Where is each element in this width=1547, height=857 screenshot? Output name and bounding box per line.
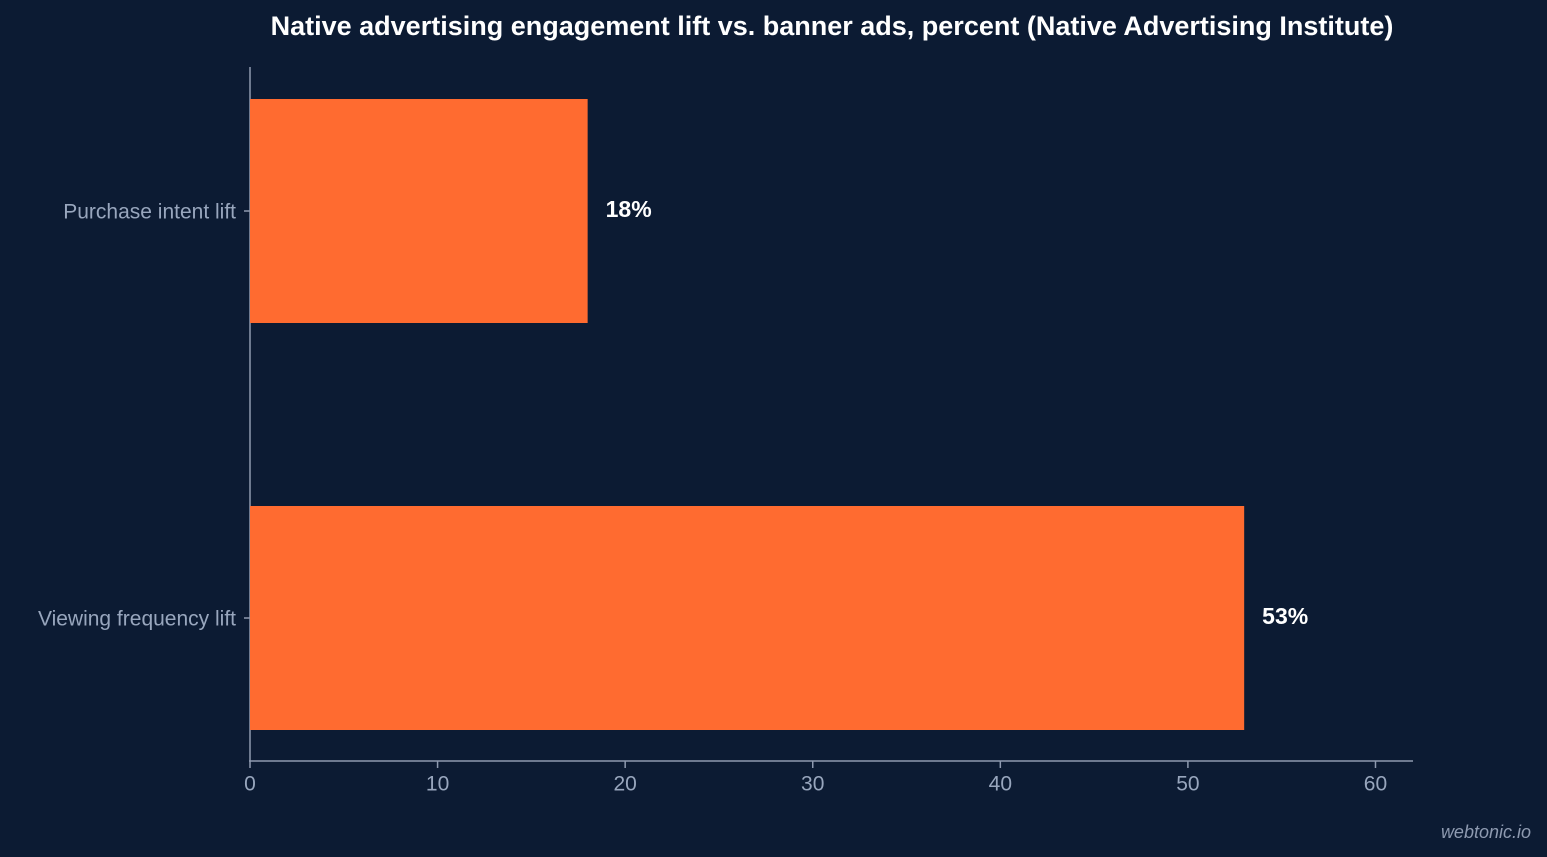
x-tick-label: 0	[244, 773, 256, 796]
x-tick-label: 40	[989, 773, 1012, 796]
bar	[250, 99, 588, 323]
chart-title: Native advertising engagement lift vs. b…	[271, 11, 1394, 41]
y-tick-label: Viewing frequency lift	[38, 608, 236, 631]
watermark: webtonic.io	[1441, 822, 1531, 842]
x-tick-label: 30	[801, 773, 824, 796]
x-tick-label: 10	[426, 773, 449, 796]
x-tick-label: 50	[1176, 773, 1199, 796]
x-tick-label: 20	[613, 773, 636, 796]
x-tick-label: 60	[1364, 773, 1387, 796]
value-label: 18%	[606, 196, 652, 222]
value-label: 53%	[1262, 603, 1308, 629]
y-tick-label: Purchase intent lift	[63, 201, 236, 224]
bar	[250, 506, 1245, 730]
